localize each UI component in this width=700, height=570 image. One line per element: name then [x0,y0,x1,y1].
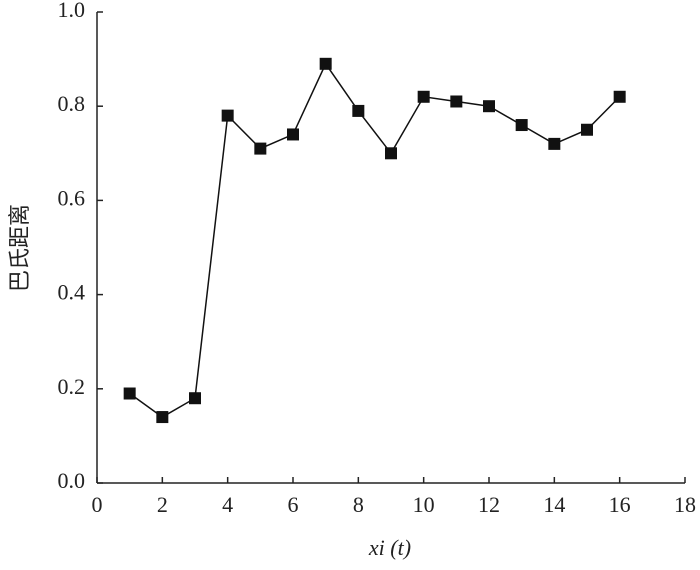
marker [548,137,561,150]
marker [450,95,463,108]
y-tick-label: 1.0 [58,0,86,22]
marker [483,100,495,113]
marker [189,392,201,405]
x-axis-label: xi (t) [368,535,411,560]
x-tick-label: 10 [413,492,435,517]
marker [417,90,430,103]
line [129,62,621,418]
x-tick-label: 16 [609,492,631,517]
x-tick-label: 8 [353,492,364,517]
y-tick-label: 0.6 [58,185,86,210]
marker [287,128,299,141]
marker [319,57,332,70]
y-tick-label: 0.8 [58,91,86,116]
y-tick-label: 0.0 [58,468,86,493]
marker [254,142,267,155]
marker [515,119,528,132]
marker [221,109,234,122]
marker [352,104,365,117]
marker [156,411,169,424]
marker [613,90,626,103]
x-tick-label: 4 [222,492,233,517]
x-tick-label: 12 [478,492,500,517]
marker [123,387,136,400]
y-tick-label: 0.4 [58,280,86,305]
marker [581,123,593,136]
x-tick-label: 2 [157,492,168,517]
x-tick-label: 6 [288,492,299,517]
y-tick-label: 0.2 [58,374,86,399]
x-tick-label: 18 [674,492,696,517]
marker [385,147,397,160]
y-axis-label: 巴氏距离 [7,204,32,292]
x-tick-label: 14 [543,492,565,517]
x-tick-label: 0 [92,492,103,517]
